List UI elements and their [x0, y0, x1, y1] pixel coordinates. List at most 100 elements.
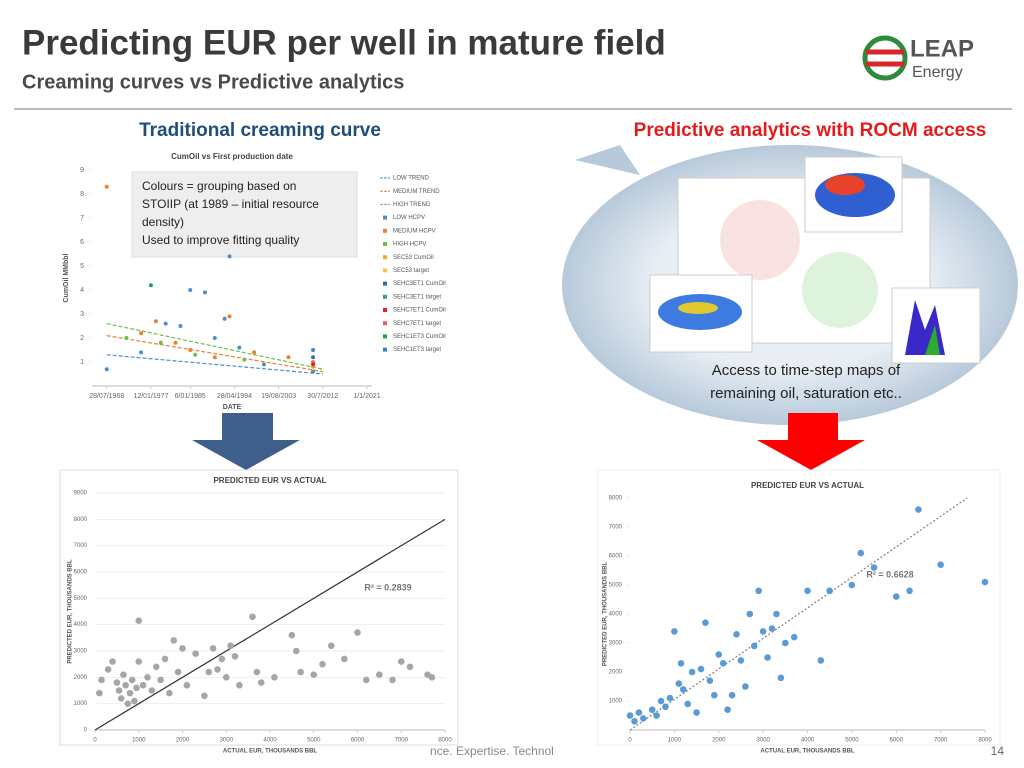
x-tick-label: 19/08/2003: [261, 393, 296, 400]
data-point: [777, 674, 785, 682]
r2-annotation: R² = 0.6628: [866, 569, 913, 579]
data-point: [117, 695, 125, 702]
data-point: [157, 676, 164, 684]
data-point: [227, 254, 232, 259]
data-point: [981, 578, 989, 586]
data-point: [311, 362, 316, 367]
legend-label: SEHC7ET1 target: [393, 321, 441, 327]
data-point: [376, 671, 383, 678]
data-point: [297, 668, 304, 676]
data-point: [222, 674, 230, 681]
x-tick-label: 3000: [220, 738, 234, 744]
data-point: [115, 687, 123, 694]
trend-line: [629, 497, 968, 731]
legend-label: SEHC3ET1 CumOil: [393, 281, 446, 287]
data-point: [626, 712, 634, 719]
data-point: [231, 652, 239, 660]
legend-label: SEHC7ET1 CumOil: [393, 308, 446, 314]
data-point: [826, 587, 833, 595]
data-point: [684, 700, 691, 708]
legend-swatch: [383, 255, 387, 260]
x-tick-label: 2000: [712, 738, 726, 744]
x-tick-label: 1000: [132, 738, 146, 744]
y-tick-label: 4: [80, 287, 84, 294]
data-point: [640, 715, 647, 722]
data-point: [188, 288, 193, 292]
data-point: [804, 587, 811, 595]
legend-label: HIGH HCPV: [393, 242, 426, 248]
y-tick-label: 9000: [74, 491, 88, 497]
data-point: [161, 655, 169, 663]
page-number: 14: [991, 744, 1005, 758]
trend-line: [106, 354, 323, 375]
data-point: [227, 314, 232, 319]
data-point: [163, 321, 168, 326]
down-arrow: [757, 413, 865, 470]
x-tick-label: 3000: [756, 738, 770, 744]
data-point: [653, 712, 660, 719]
data-point: [341, 655, 348, 663]
x-tick-label: 6/01/1985: [175, 393, 206, 400]
x-tick-label: 8000: [438, 738, 452, 744]
data-point: [227, 642, 234, 650]
x-tick-label: 12/01/1977: [133, 393, 168, 400]
data-point: [675, 680, 683, 687]
legend-swatch: [383, 308, 387, 312]
data-point: [188, 348, 193, 352]
x-axis-label: ACTUAL EUR, THOUSANDS BBL: [760, 749, 855, 755]
map-panels: [649, 156, 981, 364]
callout-text: Used to improve fitting quality: [142, 233, 299, 247]
data-point: [768, 625, 776, 632]
trend-line: [106, 335, 323, 373]
y-tick-label: 7: [80, 215, 84, 222]
data-point: [252, 350, 257, 355]
data-point: [139, 681, 147, 689]
y-tick-label: 1000: [609, 699, 623, 705]
y-tick-label: 6: [80, 239, 84, 246]
data-point: [212, 355, 217, 360]
data-point: [662, 703, 669, 711]
data-point: [702, 619, 709, 626]
x-tick-label: 28/07/1968: [89, 393, 124, 400]
chart-frame: [597, 469, 1001, 746]
y-tick-label: 6000: [609, 554, 623, 560]
y-tick-label: 3000: [74, 649, 88, 655]
data-point: [406, 663, 414, 671]
x-tick-label: 28/04/1994: [217, 393, 252, 400]
data-point: [135, 617, 143, 625]
data-point: [671, 628, 678, 635]
data-point: [428, 674, 436, 681]
x-tick-label: 1000: [668, 738, 682, 744]
y-tick-label: 5000: [74, 596, 88, 602]
data-point: [327, 642, 335, 650]
data-point: [209, 645, 217, 652]
data-point: [166, 689, 173, 697]
legend-label: MEDIUM HCPV: [393, 228, 436, 234]
data-point: [96, 689, 103, 697]
r2-annotation: R² = 0.2839: [364, 582, 411, 592]
data-point: [746, 610, 754, 618]
callout-text: Colours = grouping based on: [142, 179, 296, 193]
legend-label: SEC53 CumOil: [393, 255, 434, 261]
data-point: [679, 686, 687, 693]
x-tick-label: 0: [628, 738, 632, 744]
data-point: [354, 629, 361, 636]
y-tick-label: 7000: [74, 543, 88, 549]
data-point: [139, 350, 144, 355]
data-point: [249, 613, 256, 621]
y-tick-label: 2: [80, 335, 84, 342]
data-point: [170, 637, 178, 644]
y-tick-label: 8000: [609, 496, 623, 502]
data-point: [906, 587, 913, 595]
data-point: [253, 668, 261, 676]
data-point: [222, 316, 227, 321]
data-point: [773, 610, 780, 618]
legend-swatch: [383, 321, 387, 326]
caption: Access to time-step maps of: [712, 362, 901, 379]
data-point: [397, 658, 405, 665]
x-axis-label: ACTUAL EUR, THOUSANDS BBL: [223, 749, 318, 755]
down-arrow: [192, 413, 300, 470]
legend-label: SEC53 target: [393, 268, 429, 274]
data-point: [183, 681, 191, 689]
data-point: [310, 671, 318, 678]
